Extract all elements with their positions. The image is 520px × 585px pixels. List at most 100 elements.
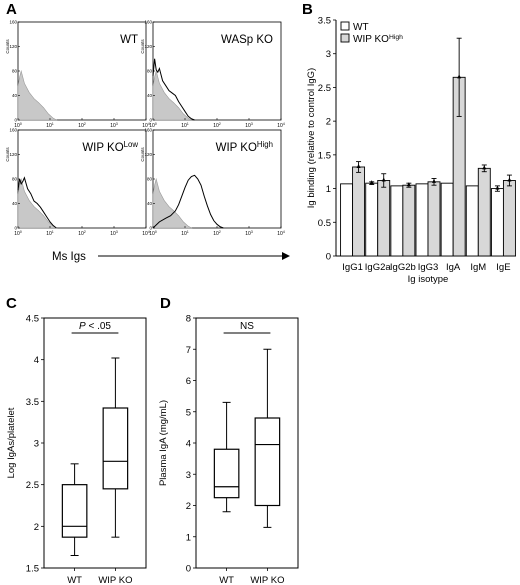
bar-igm-wip-ko (477, 167, 491, 257)
box-d-box-wip-ko (254, 417, 281, 507)
histogram-control-fill-1 (152, 69, 193, 121)
mean-marker (457, 74, 462, 79)
bar-y-axis-label: Ig binding (relative to control IgG) (306, 68, 317, 208)
histogram-test-line-1 (152, 58, 195, 121)
histogram-y-tick-label: 80 (12, 177, 18, 182)
bar-x-axis-label: Ig isotype (408, 274, 449, 285)
box-d-y-tick-label: 1 (186, 532, 191, 543)
panel-b-bar-chart: 0 0.5 1 1.5 2 2.5 3 3.5 IgG1 IgG2a IgG2b IgG3 IgA IgM… (306, 16, 516, 285)
histogram-y-axis-label: Counts (5, 39, 10, 54)
histogram-x-tick-label: 100 (14, 122, 22, 129)
box-d-y-tick-label: 2 (186, 501, 191, 512)
histogram-y-tick-label: 0 (149, 118, 152, 123)
panel-label-d: D (160, 295, 171, 312)
panel-label-c: C (6, 295, 17, 312)
box-d-y-tick-label: 0 (186, 564, 191, 575)
histogram-y-tick-label: 160 (144, 20, 152, 25)
bar-igg2a-wip-ko (377, 180, 391, 257)
bar-igg2a-wt (365, 182, 379, 257)
bar-category-label-igg3: IgG3 (418, 262, 439, 273)
mean-marker (507, 177, 512, 182)
histogram-x-tick-label: 103 (110, 230, 118, 237)
box-d-significance-label: NS (240, 321, 254, 332)
box-c-y-tick-label: 3.5 (26, 397, 39, 408)
histogram-x-tick-label: 101 (46, 230, 54, 237)
bar-y-tick-label: 1 (326, 184, 331, 195)
histogram-label-3: WIP KOHigh (216, 140, 273, 155)
bar-y-tick-label: 2 (326, 117, 331, 128)
histogram-y-axis-label: Counts (140, 39, 145, 54)
box-d-category-label-wip-ko: WIP KO (250, 575, 284, 585)
bar-category-label-iga: IgA (446, 262, 461, 273)
bar-category-label-igg2a: IgG2a (365, 262, 392, 273)
box-d-y-axis-label: Plasma IgA (mg/mL) (158, 400, 169, 486)
histogram-x-tick-label: 100 (14, 230, 22, 237)
panel-label-a: A (6, 1, 17, 18)
histogram-control-fill-0 (17, 69, 58, 121)
box-d-category-label-wt: WT (219, 575, 234, 585)
histogram-label-2: WIP KOLow (82, 140, 138, 155)
panel-label-b: B (302, 1, 313, 18)
box-c-y-tick-label: 4 (34, 355, 39, 366)
mean-marker (482, 165, 487, 170)
bar-y-tick-label: 0.5 (318, 218, 331, 229)
ms-igs-arrow-head (282, 252, 290, 260)
histogram-y-tick-label: 120 (9, 152, 17, 157)
bar-ige-wip-ko (502, 180, 516, 257)
bar-category-label-igg2b: IgG2b (390, 262, 416, 273)
mean-marker (356, 163, 361, 168)
histogram-x-tick-label: 104 (142, 122, 150, 129)
box-d-box-wt (213, 448, 240, 499)
mean-marker (406, 182, 411, 187)
histogram-y-tick-label: 120 (144, 44, 152, 49)
histogram-y-axis-label: Counts (5, 147, 10, 162)
bar-category-label-igm: IgM (470, 262, 486, 273)
histogram-x-tick-label: 100 (149, 230, 157, 237)
histogram-x-tick-label: 104 (142, 230, 150, 237)
histogram-x-tick-label: 102 (213, 122, 221, 129)
histogram-x-tick-label: 103 (245, 122, 253, 129)
histogram-y-tick-label: 80 (12, 69, 18, 74)
histogram-y-tick-label: 160 (144, 128, 152, 133)
histogram-x-tick-label: 102 (78, 230, 86, 237)
histogram-x-tick-label: 103 (245, 230, 253, 237)
histogram-label-0: WT (120, 34, 138, 46)
bar-igg2b-wip-ko (402, 184, 416, 257)
box-d-y-tick-label: 8 (186, 314, 191, 325)
mean-marker (432, 178, 436, 183)
legend-label-1: WIP KOHigh (353, 34, 403, 46)
bar-igg3-wip-ko (427, 181, 441, 257)
bar-category-label-ige: IgE (496, 262, 510, 273)
histogram-x-tick-label: 101 (181, 230, 189, 237)
histogram-y-tick-label: 120 (144, 152, 152, 157)
box-d-y-tick-label: 6 (186, 376, 191, 387)
bar-igg2b-wt (390, 185, 404, 257)
bar-y-tick-label: 3 (326, 49, 331, 60)
bar-igg3-wt (415, 183, 429, 257)
panel-d-box-plot: 0 1 2 3 4 5 6 7 8 Plasma IgA (mg/mL) WT WIP KO NS (158, 314, 299, 585)
bar-igg1-wip-ko (352, 166, 366, 257)
box-c-y-tick-label: 2 (34, 522, 39, 533)
mean-marker (369, 180, 374, 185)
histogram-y-tick-label: 80 (147, 177, 153, 182)
box-d-y-tick-label: 7 (186, 345, 191, 356)
histogram-x-tick-label: 103 (110, 122, 118, 129)
histogram-x-tick-label: 100 (149, 122, 157, 129)
histogram-y-tick-label: 40 (147, 201, 153, 206)
histogram-y-tick-label: 0 (149, 226, 152, 231)
histogram-x-tick-label: 101 (46, 122, 54, 129)
box-c-y-axis-label: Log IgAs/platelet (6, 407, 17, 478)
histogram-control-fill-3 (152, 177, 193, 229)
histogram-y-tick-label: 0 (14, 226, 17, 231)
legend-swatch-0 (340, 21, 350, 31)
box-c-y-tick-label: 2.5 (26, 480, 39, 491)
histogram-x-tick-label: 104 (277, 122, 285, 129)
ms-igs-label: Ms Igs (52, 251, 86, 263)
box-c-y-tick-label: 4.5 (26, 314, 39, 325)
histogram-y-tick-label: 120 (9, 44, 17, 49)
histogram-y-tick-label: 160 (9, 128, 17, 133)
box-c-category-label-wt: WT (67, 575, 82, 585)
histogram-y-tick-label: 80 (147, 69, 153, 74)
